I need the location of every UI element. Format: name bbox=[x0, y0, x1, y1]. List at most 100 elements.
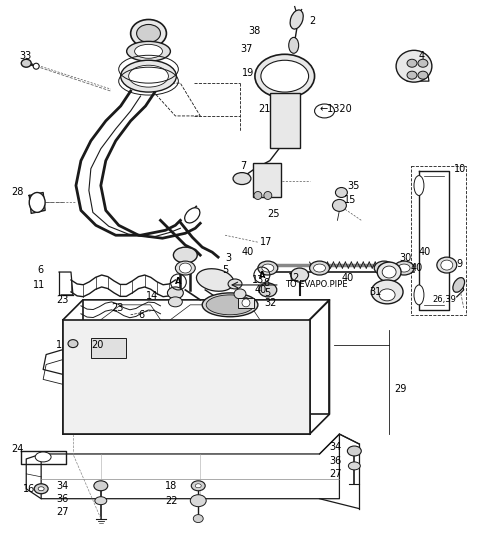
Ellipse shape bbox=[33, 63, 39, 69]
Ellipse shape bbox=[407, 59, 417, 67]
Text: 37: 37 bbox=[240, 44, 252, 54]
Ellipse shape bbox=[137, 24, 160, 43]
Text: 8: 8 bbox=[264, 278, 270, 288]
Ellipse shape bbox=[441, 260, 453, 270]
Ellipse shape bbox=[206, 295, 254, 315]
Text: 30: 30 bbox=[399, 253, 411, 263]
Text: 21: 21 bbox=[258, 104, 270, 114]
Text: 40: 40 bbox=[411, 263, 423, 273]
Text: 33: 33 bbox=[19, 51, 32, 61]
Ellipse shape bbox=[196, 269, 234, 291]
Ellipse shape bbox=[377, 262, 401, 282]
Ellipse shape bbox=[261, 60, 309, 92]
Ellipse shape bbox=[398, 264, 410, 272]
Ellipse shape bbox=[291, 268, 309, 282]
Text: 5: 5 bbox=[264, 288, 270, 298]
Ellipse shape bbox=[374, 261, 394, 275]
Ellipse shape bbox=[94, 481, 108, 491]
Text: 19: 19 bbox=[242, 68, 254, 78]
Ellipse shape bbox=[394, 261, 414, 275]
Bar bbox=[270, 93, 300, 148]
Bar bbox=[238, 298, 254, 308]
Text: 16: 16 bbox=[23, 484, 36, 494]
Ellipse shape bbox=[348, 446, 361, 456]
Text: 25: 25 bbox=[267, 210, 279, 220]
Ellipse shape bbox=[228, 279, 242, 289]
Ellipse shape bbox=[262, 264, 274, 272]
Text: 9: 9 bbox=[457, 259, 463, 269]
Text: 40: 40 bbox=[255, 285, 267, 295]
Ellipse shape bbox=[95, 497, 107, 505]
Text: 5: 5 bbox=[222, 265, 228, 275]
Ellipse shape bbox=[379, 289, 395, 301]
Text: 13: 13 bbox=[252, 275, 264, 285]
Ellipse shape bbox=[190, 495, 206, 507]
Ellipse shape bbox=[168, 287, 183, 299]
Text: A: A bbox=[175, 278, 181, 286]
Ellipse shape bbox=[290, 10, 303, 29]
Text: 6: 6 bbox=[37, 265, 43, 275]
Ellipse shape bbox=[418, 59, 428, 67]
Ellipse shape bbox=[254, 191, 262, 200]
Ellipse shape bbox=[258, 261, 278, 275]
Ellipse shape bbox=[336, 187, 348, 197]
Text: 28: 28 bbox=[12, 187, 24, 197]
Text: 18: 18 bbox=[166, 481, 178, 491]
Text: 2: 2 bbox=[310, 17, 316, 27]
Text: 36: 36 bbox=[56, 494, 68, 504]
Text: 22: 22 bbox=[166, 495, 178, 505]
Text: 40: 40 bbox=[242, 247, 254, 257]
Ellipse shape bbox=[313, 264, 325, 272]
Text: 24: 24 bbox=[12, 444, 24, 454]
Ellipse shape bbox=[34, 484, 48, 494]
Ellipse shape bbox=[233, 173, 251, 185]
Text: 34: 34 bbox=[56, 481, 68, 491]
Ellipse shape bbox=[131, 19, 167, 48]
Text: 27: 27 bbox=[329, 469, 342, 479]
Bar bbox=[63, 320, 310, 434]
Ellipse shape bbox=[29, 192, 45, 212]
Ellipse shape bbox=[242, 299, 250, 307]
Text: ←1320: ←1320 bbox=[320, 104, 352, 114]
Ellipse shape bbox=[68, 340, 78, 348]
Text: TO EVAPO.PIPE: TO EVAPO.PIPE bbox=[285, 280, 347, 289]
Ellipse shape bbox=[418, 71, 428, 79]
Text: 10: 10 bbox=[454, 164, 466, 174]
Ellipse shape bbox=[414, 176, 424, 195]
Ellipse shape bbox=[255, 54, 314, 98]
Ellipse shape bbox=[333, 200, 347, 211]
Text: 29: 29 bbox=[394, 384, 407, 394]
Text: 40: 40 bbox=[341, 273, 354, 283]
Ellipse shape bbox=[21, 59, 31, 67]
Bar bbox=[253, 163, 281, 197]
Text: 26,39: 26,39 bbox=[433, 295, 457, 304]
Ellipse shape bbox=[396, 50, 432, 82]
Text: 7: 7 bbox=[240, 160, 246, 171]
Text: 14: 14 bbox=[145, 291, 158, 301]
Ellipse shape bbox=[185, 208, 200, 223]
Text: 36: 36 bbox=[329, 456, 342, 466]
Ellipse shape bbox=[378, 264, 390, 272]
Text: 27: 27 bbox=[56, 507, 69, 517]
Ellipse shape bbox=[129, 65, 168, 87]
Text: 1: 1 bbox=[56, 340, 62, 349]
Ellipse shape bbox=[193, 515, 203, 523]
Ellipse shape bbox=[134, 44, 162, 58]
Text: 23: 23 bbox=[111, 303, 123, 313]
Ellipse shape bbox=[414, 285, 424, 305]
Ellipse shape bbox=[175, 261, 195, 275]
Bar bbox=[411, 166, 466, 315]
Text: 12: 12 bbox=[288, 273, 300, 283]
Ellipse shape bbox=[371, 280, 403, 304]
Text: 3: 3 bbox=[225, 253, 231, 263]
Ellipse shape bbox=[195, 484, 201, 488]
Text: A: A bbox=[259, 270, 265, 279]
Ellipse shape bbox=[314, 104, 335, 118]
Text: 11: 11 bbox=[33, 280, 46, 290]
Ellipse shape bbox=[192, 481, 205, 491]
Text: 38: 38 bbox=[248, 27, 260, 36]
Text: 34: 34 bbox=[329, 442, 342, 452]
Ellipse shape bbox=[259, 283, 277, 297]
Text: 6: 6 bbox=[139, 310, 144, 320]
Ellipse shape bbox=[173, 247, 197, 263]
